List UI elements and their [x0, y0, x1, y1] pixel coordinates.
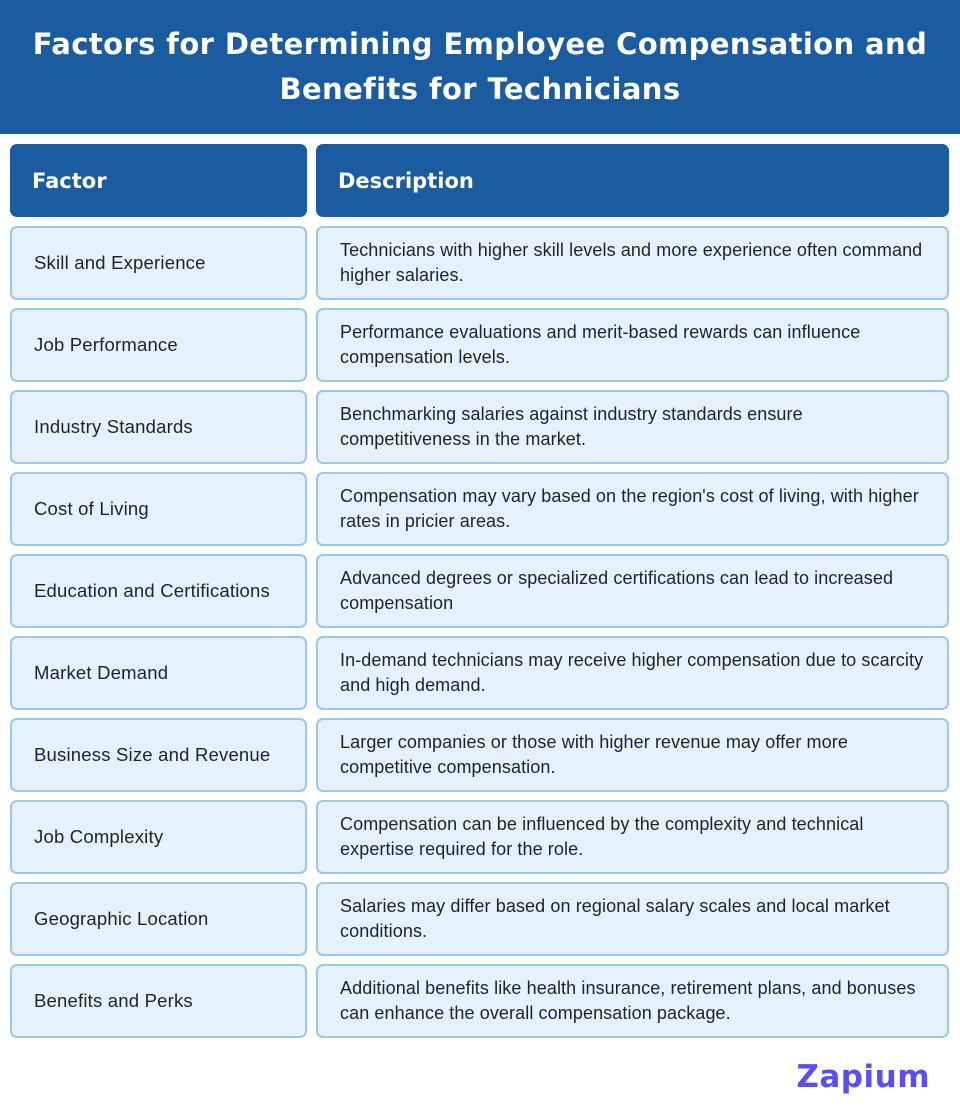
description-text: Compensation may vary based on the regio… — [340, 486, 919, 531]
description-text: In-demand technicians may receive higher… — [340, 650, 924, 695]
factor-text: Cost of Living — [34, 498, 149, 519]
header-description-label: Description — [338, 168, 474, 193]
description-cell: Salaries may differ based on regional sa… — [316, 882, 949, 956]
brand-logo: Zapium — [796, 1059, 930, 1095]
factor-cell: Job Performance — [10, 308, 307, 382]
description-cell: Performance evaluations and merit-based … — [316, 308, 949, 382]
table-row: Industry Standards Benchmarking salaries… — [10, 390, 950, 464]
description-cell: Compensation may vary based on the regio… — [316, 472, 949, 546]
description-text: Benchmarking salaries against industry s… — [340, 404, 803, 449]
factor-cell: Cost of Living — [10, 472, 307, 546]
factor-text: Industry Standards — [34, 416, 193, 437]
page-title: Factors for Determining Employee Compens… — [32, 27, 928, 106]
table-row: Education and Certifications Advanced de… — [10, 554, 950, 628]
table-row: Geographic Location Salaries may differ … — [10, 882, 950, 956]
table-row: Skill and Experience Technicians with hi… — [10, 226, 950, 300]
factor-text: Skill and Experience — [34, 252, 206, 273]
table-row: Benefits and Perks Additional benefits l… — [10, 964, 950, 1038]
description-text: Technicians with higher skill levels and… — [340, 240, 923, 285]
description-text: Advanced degrees or specialized certific… — [340, 568, 894, 613]
factor-cell: Business Size and Revenue — [10, 718, 307, 792]
factor-cell: Geographic Location — [10, 882, 307, 956]
factor-text: Business Size and Revenue — [34, 744, 271, 765]
header-factor: Factor — [10, 144, 307, 217]
table-row: Cost of Living Compensation may vary bas… — [10, 472, 950, 546]
description-cell: In-demand technicians may receive higher… — [316, 636, 949, 710]
description-text: Performance evaluations and merit-based … — [340, 322, 861, 367]
factor-cell: Skill and Experience — [10, 226, 307, 300]
factor-text: Benefits and Perks — [34, 990, 193, 1011]
factor-cell: Market Demand — [10, 636, 307, 710]
factor-text: Job Performance — [34, 334, 178, 355]
factor-text: Job Complexity — [34, 826, 164, 847]
table-header-row: Factor Description — [10, 144, 950, 217]
factor-cell: Education and Certifications — [10, 554, 307, 628]
factor-cell: Industry Standards — [10, 390, 307, 464]
factor-text: Education and Certifications — [34, 580, 270, 601]
factors-table: Factor Description Skill and Experience … — [10, 144, 950, 1046]
description-cell: Larger companies or those with higher re… — [316, 718, 949, 792]
description-text: Larger companies or those with higher re… — [340, 732, 848, 777]
description-cell: Technicians with higher skill levels and… — [316, 226, 949, 300]
header-description: Description — [316, 144, 949, 217]
description-cell: Benchmarking salaries against industry s… — [316, 390, 949, 464]
factor-cell: Benefits and Perks — [10, 964, 307, 1038]
header-factor-label: Factor — [32, 168, 107, 193]
table-row: Business Size and Revenue Larger compani… — [10, 718, 950, 792]
factor-text: Market Demand — [34, 662, 169, 683]
table-row: Job Performance Performance evaluations … — [10, 308, 950, 382]
description-text: Additional benefits like health insuranc… — [340, 978, 916, 1023]
table-row: Job Complexity Compensation can be influ… — [10, 800, 950, 874]
description-text: Compensation can be influenced by the co… — [340, 814, 864, 859]
description-cell: Compensation can be influenced by the co… — [316, 800, 949, 874]
factor-text: Geographic Location — [34, 908, 209, 929]
description-text: Salaries may differ based on regional sa… — [340, 896, 890, 941]
description-cell: Advanced degrees or specialized certific… — [316, 554, 949, 628]
table-row: Market Demand In-demand technicians may … — [10, 636, 950, 710]
description-cell: Additional benefits like health insuranc… — [316, 964, 949, 1038]
factor-cell: Job Complexity — [10, 800, 307, 874]
title-banner: Factors for Determining Employee Compens… — [0, 0, 960, 134]
